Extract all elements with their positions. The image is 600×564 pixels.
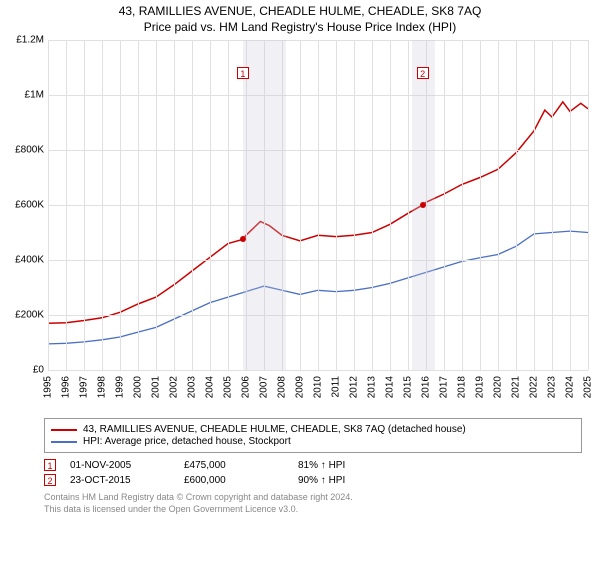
x-gridline [552, 40, 553, 370]
x-tick-label: 2011 [331, 376, 342, 398]
title-block: 43, RAMILLIES AVENUE, CHEADLE HULME, CHE… [0, 4, 600, 34]
x-gridline [480, 40, 481, 370]
chart: £0£200K£400K£600K£800K£1M£1.2M 12 199519… [0, 38, 600, 418]
x-tick-label: 2018 [457, 376, 468, 398]
x-tick-label: 1995 [43, 376, 54, 398]
x-tick-label: 2022 [529, 376, 540, 398]
x-gridline [120, 40, 121, 370]
event-marker-box: 1 [237, 67, 249, 79]
y-tick-label: £600K [15, 200, 44, 211]
legend-swatch [51, 429, 77, 431]
y-tick-label: £800K [15, 145, 44, 156]
chart-title: 43, RAMILLIES AVENUE, CHEADLE HULME, CHE… [0, 4, 600, 18]
legend-row: HPI: Average price, detached house, Stoc… [51, 436, 575, 447]
x-tick-label: 2014 [385, 376, 396, 398]
y-tick-label: £1M [25, 90, 44, 101]
event-date: 23-OCT-2015 [70, 475, 170, 486]
x-gridline [174, 40, 175, 370]
plot-area: 12 [48, 40, 588, 371]
legend-label: HPI: Average price, detached house, Stoc… [83, 436, 291, 447]
x-gridline [462, 40, 463, 370]
x-tick-label: 2024 [565, 376, 576, 398]
y-tick-label: £400K [15, 255, 44, 266]
y-tick-label: £0 [33, 365, 44, 376]
y-tick-label: £1.2M [16, 35, 44, 46]
x-tick-label: 1997 [79, 376, 90, 398]
x-gridline [588, 40, 589, 370]
x-gridline [156, 40, 157, 370]
event-list: 1 01-NOV-2005 £475,000 81% ↑ HPI 2 23-OCT-201… [44, 459, 582, 486]
x-gridline [318, 40, 319, 370]
footer-line-1: Contains HM Land Registry data © Crown c… [44, 492, 582, 504]
x-tick-label: 2016 [421, 376, 432, 398]
x-tick-label: 2006 [241, 376, 252, 398]
x-gridline [516, 40, 517, 370]
x-tick-label: 2008 [277, 376, 288, 398]
y-axis: £0£200K£400K£600K£800K£1M£1.2M [0, 40, 48, 370]
footer-line-2: This data is licensed under the Open Gov… [44, 504, 582, 516]
event-date: 01-NOV-2005 [70, 460, 170, 471]
x-tick-label: 2007 [259, 376, 270, 398]
x-gridline [444, 40, 445, 370]
x-tick-label: 2001 [151, 376, 162, 398]
event-marker-dot [240, 236, 246, 242]
x-tick-label: 2010 [313, 376, 324, 398]
x-tick-label: 2021 [511, 376, 522, 398]
x-axis: 1995199619971998199920002001200220032004… [48, 370, 588, 418]
x-gridline [48, 40, 49, 370]
x-tick-label: 2002 [169, 376, 180, 398]
x-tick-label: 2019 [475, 376, 486, 398]
footer: Contains HM Land Registry data © Crown c… [44, 492, 582, 515]
x-gridline [138, 40, 139, 370]
x-tick-label: 2003 [187, 376, 198, 398]
legend: 43, RAMILLIES AVENUE, CHEADLE HULME, CHE… [44, 418, 582, 453]
x-tick-label: 2000 [133, 376, 144, 398]
event-hpi: 90% ↑ HPI [298, 475, 345, 486]
x-gridline [192, 40, 193, 370]
x-tick-label: 1999 [115, 376, 126, 398]
x-gridline [390, 40, 391, 370]
x-gridline [210, 40, 211, 370]
x-gridline [570, 40, 571, 370]
x-tick-label: 2004 [205, 376, 216, 398]
x-gridline [228, 40, 229, 370]
x-tick-label: 2012 [349, 376, 360, 398]
x-tick-label: 1998 [97, 376, 108, 398]
x-tick-label: 2020 [493, 376, 504, 398]
x-gridline [336, 40, 337, 370]
event-hpi: 81% ↑ HPI [298, 460, 345, 471]
event-row: 2 23-OCT-2015 £600,000 90% ↑ HPI [44, 474, 582, 486]
x-gridline [66, 40, 67, 370]
event-price: £600,000 [184, 475, 284, 486]
x-gridline [102, 40, 103, 370]
legend-label: 43, RAMILLIES AVENUE, CHEADLE HULME, CHE… [83, 424, 466, 435]
legend-swatch [51, 441, 77, 443]
x-tick-label: 2009 [295, 376, 306, 398]
x-gridline [372, 40, 373, 370]
x-tick-label: 2017 [439, 376, 450, 398]
legend-row: 43, RAMILLIES AVENUE, CHEADLE HULME, CHE… [51, 424, 575, 435]
x-tick-label: 2005 [223, 376, 234, 398]
event-marker-box: 2 [417, 67, 429, 79]
y-tick-label: £200K [15, 310, 44, 321]
chart-subtitle: Price paid vs. HM Land Registry's House … [0, 20, 600, 34]
x-tick-label: 2015 [403, 376, 414, 398]
x-gridline [498, 40, 499, 370]
x-gridline [534, 40, 535, 370]
event-price: £475,000 [184, 460, 284, 471]
event-marker-dot [420, 202, 426, 208]
x-gridline [84, 40, 85, 370]
x-tick-label: 2023 [547, 376, 558, 398]
event-row: 1 01-NOV-2005 £475,000 81% ↑ HPI [44, 459, 582, 471]
x-gridline [300, 40, 301, 370]
x-gridline [354, 40, 355, 370]
x-tick-label: 1996 [61, 376, 72, 398]
event-number-box: 1 [44, 459, 56, 471]
shaded-band [243, 40, 286, 370]
event-number-box: 2 [44, 474, 56, 486]
x-tick-label: 2025 [583, 376, 594, 398]
x-gridline [408, 40, 409, 370]
x-tick-label: 2013 [367, 376, 378, 398]
